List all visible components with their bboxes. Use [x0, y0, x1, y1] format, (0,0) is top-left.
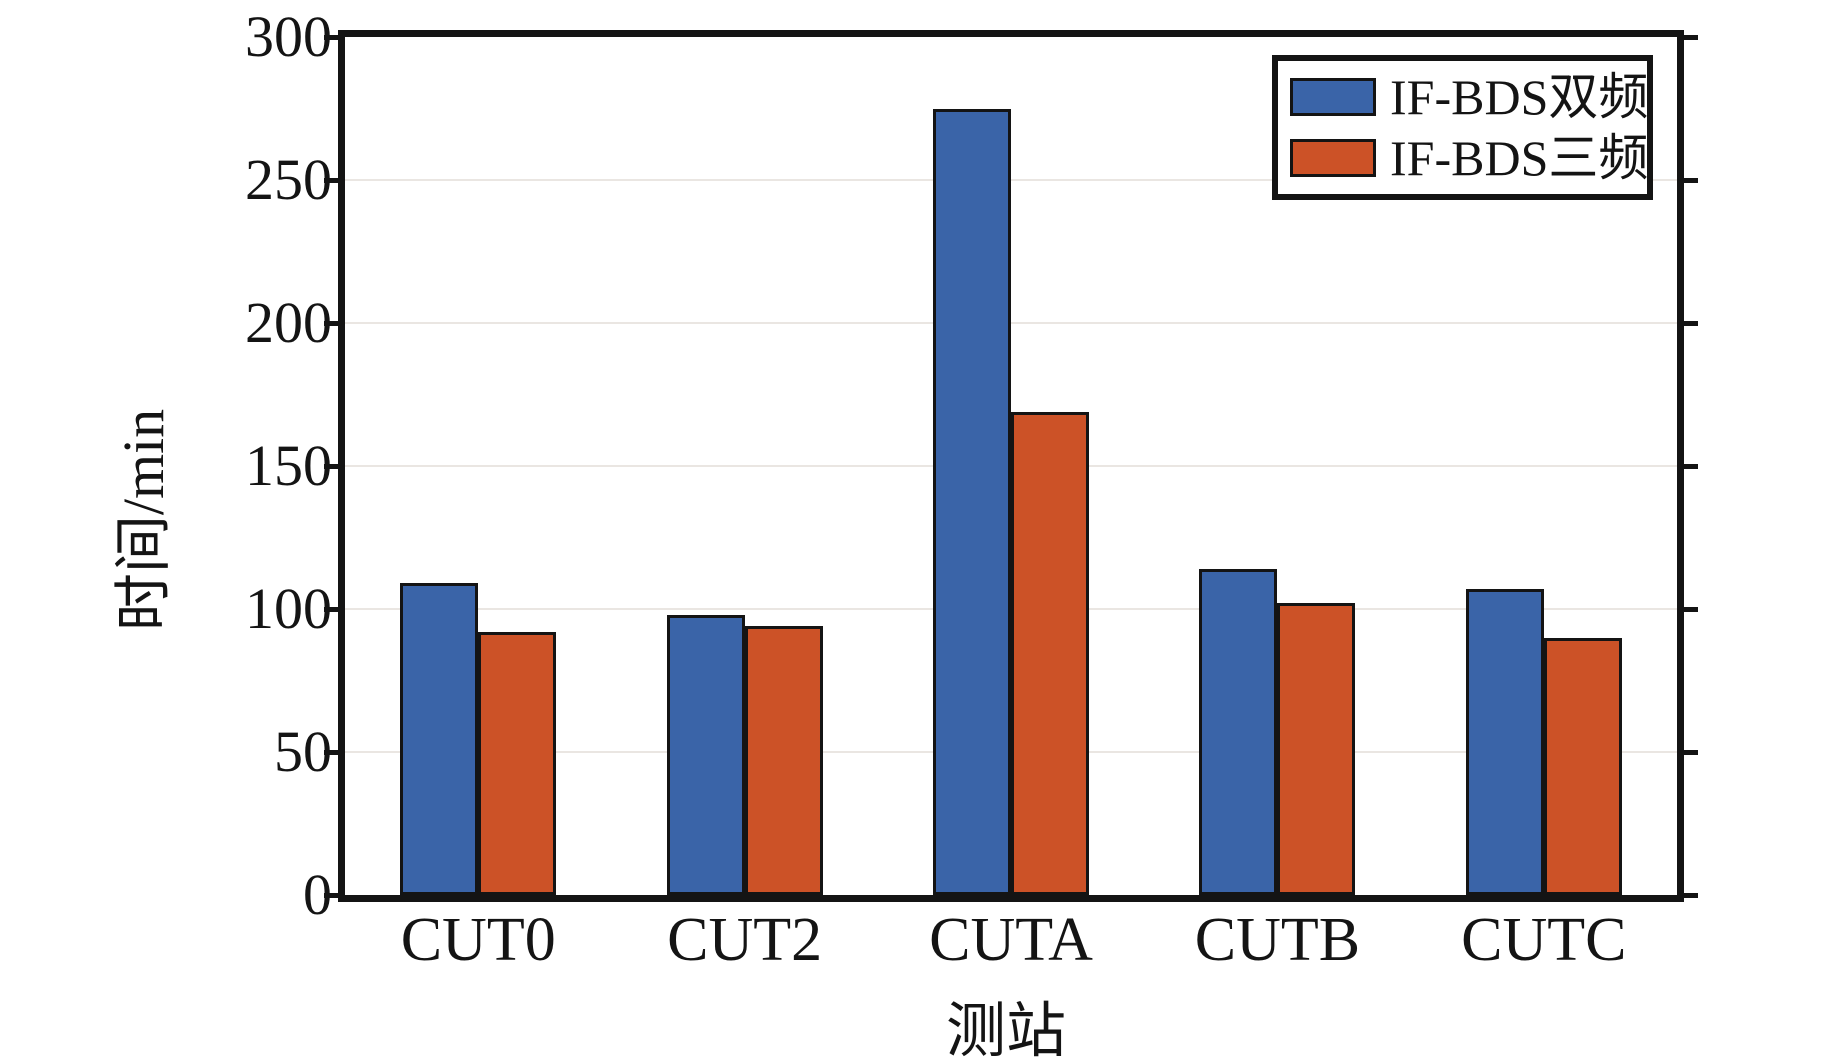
legend: IF-BDS双频 IF-BDS三频 — [1272, 55, 1653, 200]
y-tick-label: 250 — [245, 147, 332, 212]
bar-CUTC-series2 — [1543, 637, 1622, 895]
x-tick-label: CUT2 — [667, 906, 823, 974]
y-axis-tick-mark — [324, 463, 338, 469]
y-tick-label: 100 — [245, 576, 332, 641]
x-tick-label: CUTC — [1461, 906, 1627, 974]
y-axis-tick-mark — [1684, 320, 1698, 326]
bar-CUTC-series1 — [1465, 588, 1544, 895]
plot-inner — [324, 34, 1698, 898]
legend-swatch — [1290, 138, 1376, 177]
y-axis-tick-mark — [324, 749, 338, 755]
y-tick-label: 50 — [274, 719, 332, 784]
y-axis-tick-mark — [324, 892, 338, 898]
y-tick-label: 300 — [245, 4, 332, 69]
bar-CUT0-series1 — [400, 583, 479, 895]
y-axis-tick-mark — [324, 320, 338, 326]
bar-CUT0-series2 — [478, 631, 557, 895]
y-axis-tick-mark — [324, 34, 338, 40]
bar-CUTA-series2 — [1011, 411, 1089, 895]
x-tick-label: CUTB — [1194, 906, 1361, 974]
gridline — [345, 322, 1677, 324]
y-axis-tick-mark — [324, 177, 338, 183]
x-tick-label: CUT0 — [400, 906, 556, 974]
y-tick-label: 200 — [245, 290, 332, 355]
bar-CUT2-series1 — [666, 614, 745, 895]
legend-item: IF-BDS双频 — [1290, 71, 1648, 123]
y-axis-tick-mark — [1684, 606, 1698, 612]
x-axis-title: 测站 — [946, 998, 1066, 1063]
y-axis-tick-mark — [1684, 892, 1698, 898]
y-tick-label: 150 — [245, 433, 332, 498]
y-axis-tick-mark — [1684, 34, 1698, 40]
legend-swatch — [1290, 78, 1376, 117]
bar-CUT2-series2 — [744, 626, 823, 895]
bar-CUTB-series1 — [1199, 568, 1278, 895]
bar-CUTB-series2 — [1277, 603, 1356, 895]
y-axis-tick-mark — [1684, 177, 1698, 183]
legend-item: IF-BDS三频 — [1290, 132, 1648, 184]
bar-CUTA-series1 — [933, 108, 1011, 895]
legend-label: IF-BDS双频 — [1390, 69, 1649, 126]
gridline — [345, 179, 1677, 181]
y-axis-tick-mark — [324, 606, 338, 612]
legend-label: IF-BDS三频 — [1390, 129, 1649, 186]
y-axis-tick-mark — [1684, 749, 1698, 755]
x-tick-label: CUTA — [929, 906, 1093, 974]
y-axis-tick-mark — [1684, 463, 1698, 469]
